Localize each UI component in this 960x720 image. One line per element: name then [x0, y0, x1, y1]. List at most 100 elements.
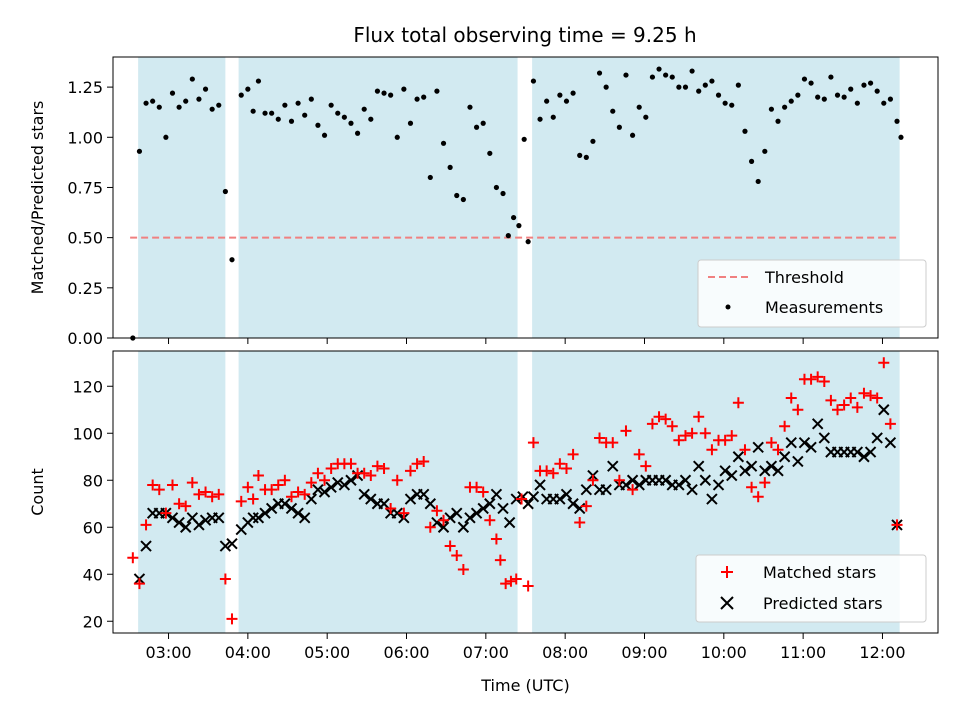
matched-star-marker — [679, 430, 691, 442]
measurement-point — [505, 233, 511, 239]
matched-star-marker — [732, 397, 744, 409]
matched-star-marker — [633, 448, 645, 460]
measurement-point — [848, 86, 854, 92]
predicted-star-marker — [497, 502, 509, 515]
matched-star-marker — [613, 474, 625, 486]
predicted-star-marker — [325, 481, 337, 494]
measurement-point — [169, 90, 176, 96]
matched-star-marker — [378, 463, 390, 474]
y-tick-label: 0.00 — [67, 329, 103, 348]
ratio-x-ticks — [168, 338, 883, 344]
predicted-star-marker — [699, 474, 712, 486]
matched-star-marker — [490, 533, 502, 545]
predicted-star-marker — [560, 488, 573, 501]
measurement-point — [881, 100, 887, 106]
measurement-point — [421, 94, 427, 100]
y-tick-label: 20 — [83, 612, 103, 631]
measurement-point — [480, 120, 486, 126]
matched-star-marker — [574, 517, 586, 529]
predicted-star-marker — [226, 537, 238, 550]
measurement-point — [898, 134, 904, 140]
count-axes-frame — [112, 350, 939, 634]
matched-star-marker — [554, 458, 566, 470]
matched-star-marker — [477, 486, 489, 498]
measurement-point — [202, 86, 209, 92]
matched-star-marker — [567, 448, 579, 460]
predicted-star-marker — [292, 507, 304, 519]
predicted-star-marker — [365, 493, 377, 505]
measurement-point — [867, 80, 874, 86]
x-tick-label: 07:00 — [463, 643, 509, 662]
matched-star-marker — [832, 404, 844, 416]
measurement-point — [321, 132, 328, 138]
matched-star-marker — [451, 549, 463, 561]
matched-star-marker — [825, 394, 837, 406]
matched-star-marker — [805, 373, 817, 385]
predicted-star-marker — [166, 512, 179, 524]
predicted-star-marker — [792, 455, 804, 468]
matched-star-marker — [312, 467, 324, 479]
count-x-ticks: 03:00 04:00 05:00 06:00 07:00 08:00 09:00 10:00… — [145, 633, 906, 662]
predicted-star-marker — [298, 512, 311, 524]
matched-star-marker — [818, 376, 830, 388]
predicted-star-marker — [193, 519, 205, 531]
matched-star-marker — [739, 444, 751, 456]
predicted-star-marker — [726, 469, 738, 482]
measurement-point — [460, 196, 466, 203]
matched-star-marker — [719, 434, 731, 446]
matched-star-marker — [845, 392, 857, 404]
measurement-point — [525, 239, 531, 245]
matched-star-marker — [752, 491, 764, 503]
matched-star-marker — [358, 467, 370, 479]
ratio-panel: 0.00 0.25 0.50 0.75 1.00 1.25 Matched/Predict… — [28, 56, 939, 348]
observing-interval-band — [238, 351, 518, 633]
matched-star-marker — [252, 470, 264, 482]
matched-star-marker — [431, 505, 443, 517]
measurement-point — [801, 76, 808, 82]
count-legend-box — [695, 554, 927, 623]
matched-legend-swatch — [721, 566, 733, 578]
x-tick-label: 11:00 — [780, 643, 826, 662]
measurement-point — [782, 104, 788, 110]
predicted-star-marker — [871, 432, 883, 444]
predicted-star-marker — [732, 451, 745, 463]
measurement-point — [295, 100, 301, 106]
measurement-point — [676, 84, 682, 90]
measurement-point — [150, 98, 156, 104]
measurement-point — [348, 120, 354, 126]
predicted-star-marker — [712, 479, 725, 491]
chart-title: Flux total observing time = 9.25 h — [353, 23, 696, 47]
measurement-point — [550, 114, 556, 120]
matched-star-marker — [127, 552, 139, 564]
matched-star-marker — [385, 502, 397, 514]
measurement-point — [590, 138, 596, 144]
matched-star-marker — [871, 392, 883, 404]
matched-star-marker — [398, 507, 410, 519]
matched-star-marker — [765, 437, 777, 449]
measurement-point — [821, 96, 827, 102]
predicted-star-marker — [318, 486, 331, 498]
predicted-stars-points — [133, 404, 903, 585]
matched-star-marker — [851, 401, 863, 413]
measurement-point — [493, 184, 500, 191]
measurement-point — [636, 104, 642, 110]
measurement-point — [394, 134, 400, 140]
predicted-star-marker — [858, 451, 870, 463]
predicted-star-marker — [534, 479, 546, 491]
predicted-star-marker — [457, 521, 470, 533]
matched-star-marker — [510, 573, 522, 585]
y-tick-label: 1.25 — [67, 78, 103, 97]
predicted-star-marker — [745, 460, 758, 472]
predicted-legend-label: Predicted stars — [763, 594, 883, 613]
measurement-point — [328, 102, 334, 108]
predicted-star-marker — [503, 516, 516, 529]
measurement-point — [788, 98, 794, 104]
measurement-point — [696, 88, 702, 94]
predicted-star-marker — [490, 488, 503, 501]
matched-star-marker — [272, 479, 284, 491]
matched-star-marker — [285, 491, 297, 503]
predicted-star-marker — [554, 493, 566, 505]
ratio-y-ticks: 0.00 0.25 0.50 0.75 1.00 1.25 — [67, 78, 113, 348]
ratio-y-axis-label: Matched/Predicted stars — [28, 101, 47, 295]
x-tick-label: 03:00 — [145, 643, 191, 662]
